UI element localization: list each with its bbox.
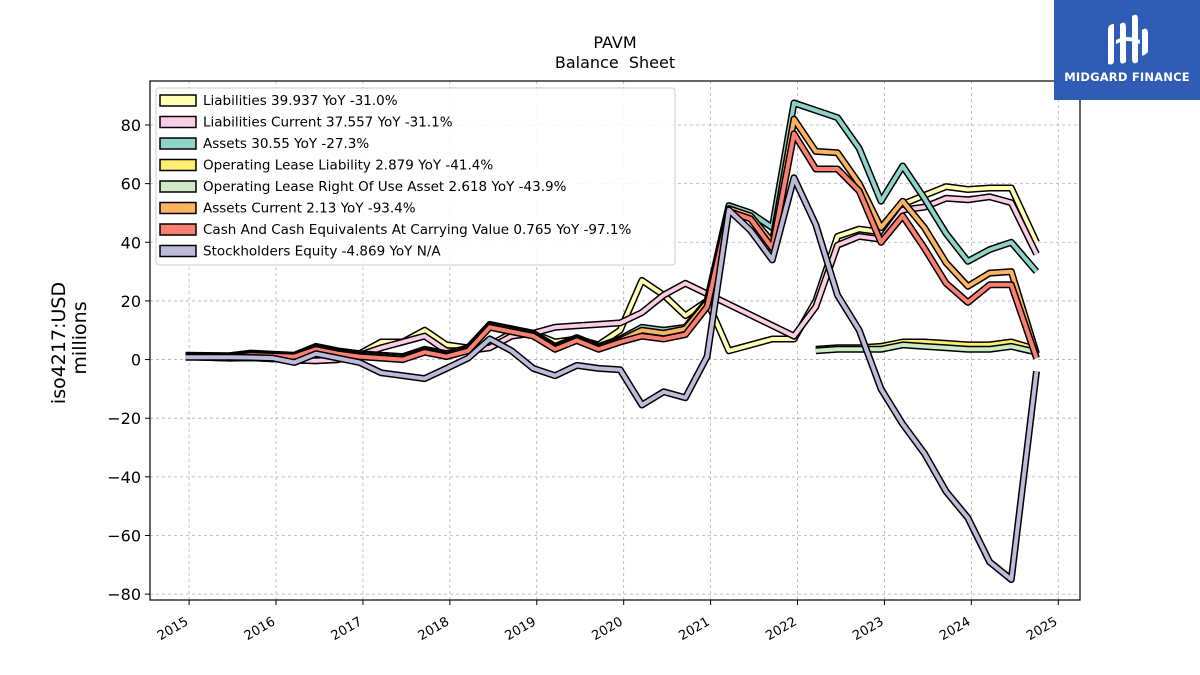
legend-label: Operating Lease Right Of Use Asset 2.618… — [203, 179, 567, 195]
legend-label: Stockholders Equity -4.869 YoY N/A — [203, 244, 441, 260]
chart-title: PAVM — [593, 33, 636, 52]
x-tick-label: 2022 — [763, 614, 799, 644]
legend-swatch — [159, 158, 197, 172]
y-tick-label: 40 — [121, 233, 141, 252]
x-tick-label: 2015 — [155, 614, 191, 644]
x-tick-label: 2019 — [503, 614, 539, 644]
legend-label: Liabilities Current 37.557 YoY -31.1% — [203, 115, 453, 131]
legend-label: Cash And Cash Equivalents At Carrying Va… — [203, 222, 631, 238]
plot-frame — [149, 80, 1081, 601]
legend: Liabilities 39.937 YoY -31.0% Liabilities… — [155, 87, 676, 266]
y-axis-unit-label: millions — [69, 301, 91, 374]
brand-logo: MIDGARD FINANCE — [1054, 0, 1200, 100]
y-tick-label: −60 — [107, 526, 141, 545]
y-tick-label: −20 — [107, 409, 141, 428]
legend-swatch — [159, 223, 197, 236]
x-tick-label: 2018 — [416, 614, 452, 644]
series-line — [185, 131, 1039, 362]
y-tick-label: −40 — [107, 468, 141, 487]
y-axis: −80 −60 −40 −20 0 20 40 60 80 — [107, 116, 150, 604]
y-tick-label: −80 — [107, 585, 141, 604]
y-tick-label: 80 — [121, 116, 141, 135]
series-line — [185, 175, 1039, 582]
y-tick-label: 20 — [121, 292, 141, 311]
legend-swatch — [159, 137, 197, 150]
legend-label: Operating Lease Liability 2.879 YoY -41.… — [203, 158, 493, 174]
legend-label: Assets Current 2.13 YoY -93.4% — [203, 201, 416, 217]
chart-subtitle: Balance Sheet — [555, 53, 675, 72]
x-tick-label: 2021 — [676, 614, 712, 644]
x-tick-label: 2025 — [1024, 614, 1060, 644]
x-tick-label: 2020 — [590, 614, 626, 644]
y-tick-label: 0 — [131, 351, 141, 370]
y-tick-label: 60 — [121, 175, 141, 194]
x-tick-label: 2016 — [242, 614, 278, 644]
legend-swatch — [159, 201, 197, 215]
x-axis: 2015 2016 2017 2018 2019 2020 2021 2022 2023 2024… — [155, 600, 1060, 644]
legend-box — [155, 87, 676, 266]
series-line — [815, 342, 1037, 355]
legend-swatch — [159, 180, 197, 193]
x-tick-label: 2023 — [850, 614, 886, 644]
legend-swatch — [159, 94, 197, 107]
x-tick-label: 2024 — [937, 614, 973, 644]
legend-label: Assets 30.55 YoY -27.3% — [203, 136, 369, 152]
y-axis-label: iso4217:USD — [48, 282, 70, 404]
series-layer — [185, 99, 1040, 583]
brand-name: MIDGARD FINANCE — [1064, 70, 1190, 84]
midgard-logo-icon — [1108, 14, 1148, 65]
legend-swatch — [159, 244, 197, 258]
legend-swatch — [159, 115, 197, 129]
x-tick-label: 2017 — [329, 614, 365, 644]
legend-label: Liabilities 39.937 YoY -31.0% — [203, 93, 398, 109]
